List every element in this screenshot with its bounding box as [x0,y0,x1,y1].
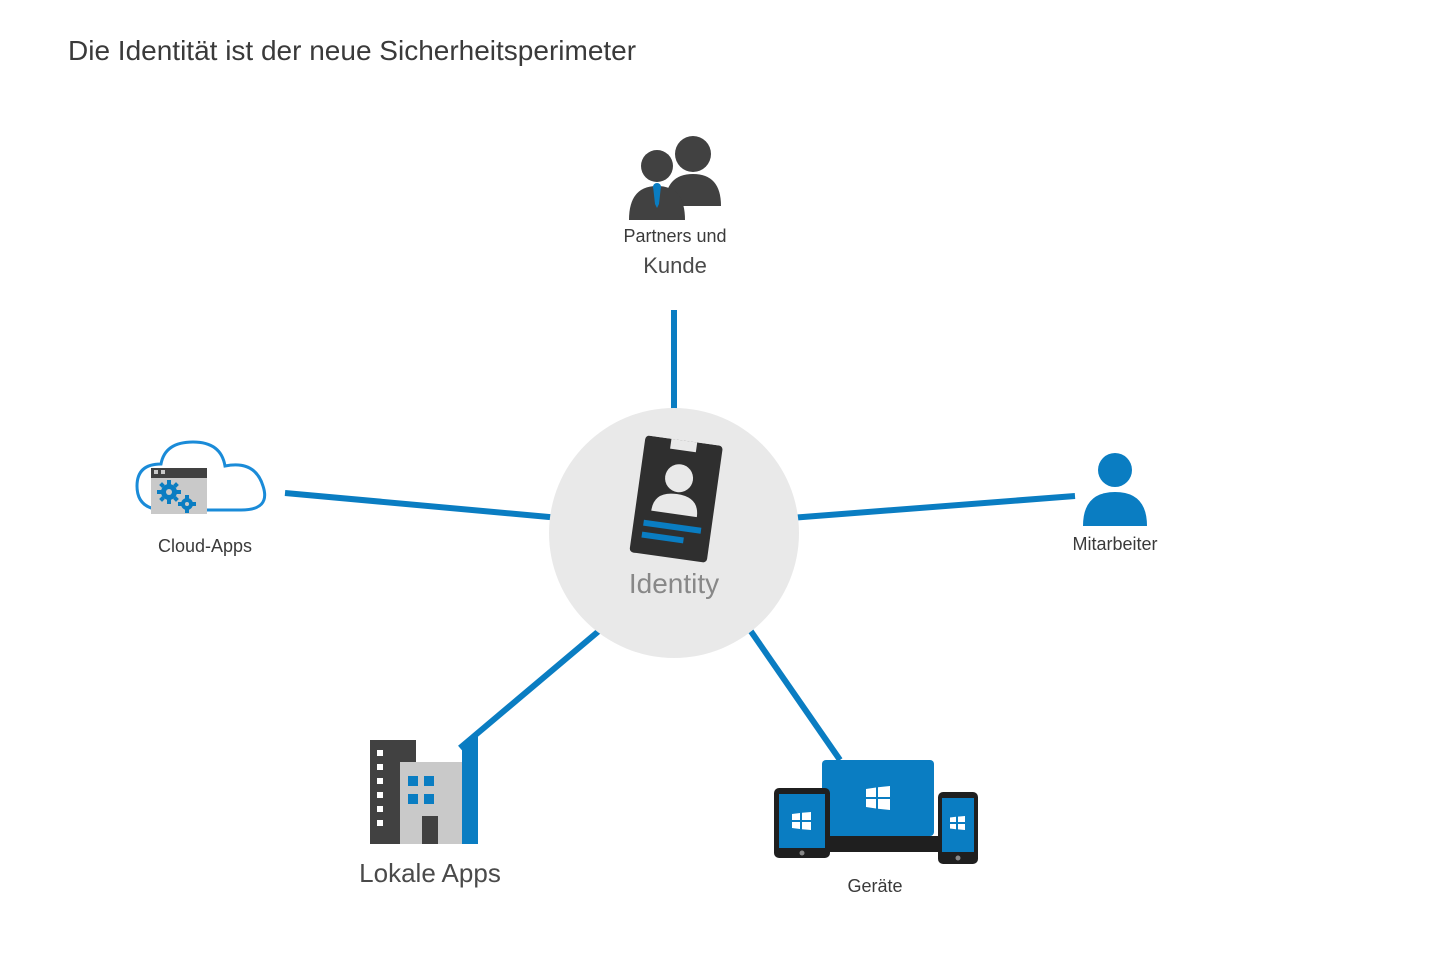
hub-label: Identity [549,568,799,600]
partners-icon [615,130,735,220]
node-localapps: Lokale Apps [330,720,530,889]
devices-icon [760,740,990,870]
node-partners-label2: Kunde [590,253,760,279]
node-partners: Partners und Kunde [590,130,760,279]
cloud-apps-icon [125,430,285,530]
hub-identity: Identity [549,408,799,658]
node-cloudapps: Cloud-Apps [120,430,290,557]
node-employee-label: Mitarbeiter [1050,534,1180,555]
node-devices: Geräte [760,740,990,897]
identity-diagram: Identity Partners und Kunde [0,100,1300,950]
node-employee: Mitarbeiter [1050,448,1180,555]
diagram-title: Die Identität ist der neue Sicherheitspe… [68,35,636,67]
node-partners-label1: Partners und [590,226,760,247]
employee-icon [1075,448,1155,528]
node-devices-label: Geräte [760,876,990,897]
badge-icon [623,434,729,565]
buildings-icon [350,720,510,850]
node-localapps-label: Lokale Apps [330,858,530,889]
node-cloudapps-label: Cloud-Apps [120,536,290,557]
